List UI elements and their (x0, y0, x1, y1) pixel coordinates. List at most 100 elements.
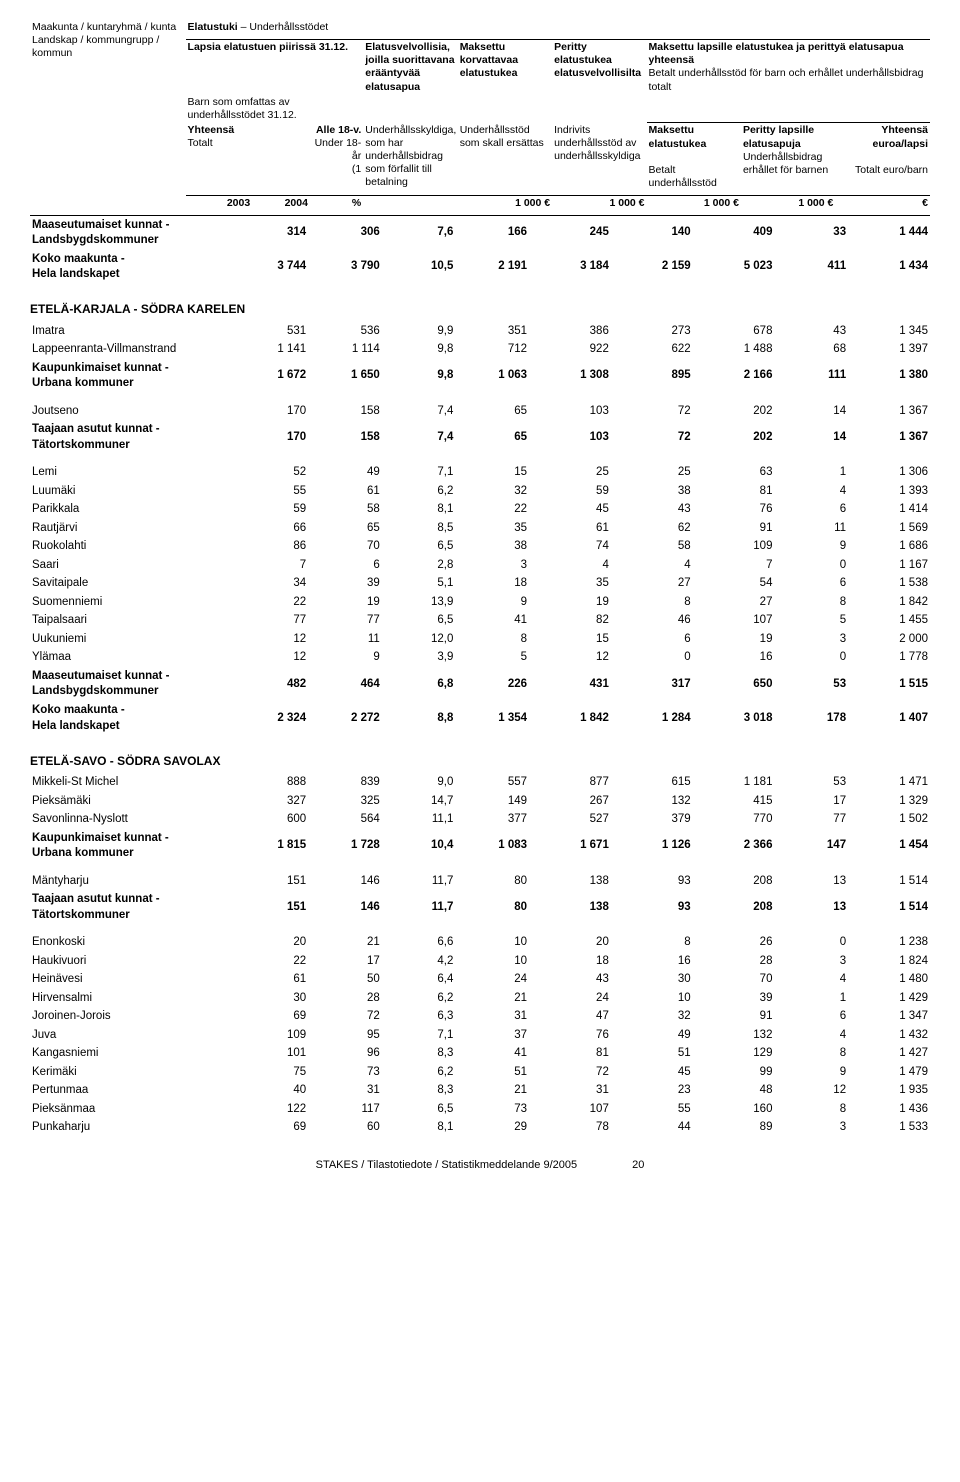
cell-value: 1 329 (848, 792, 930, 811)
cell-value: 2 000 (848, 630, 930, 649)
cell-value: 151 (235, 891, 309, 925)
cell-value: 39 (308, 575, 382, 594)
cell-value: 7,4 (382, 421, 456, 455)
cell-value: 29 (455, 1119, 529, 1138)
cell-value: 5 (774, 612, 848, 631)
cell-value: 20 (529, 934, 611, 953)
col8-header: Peritty lapsille elatusapuja Underhållsb… (741, 123, 835, 191)
cell-value: 25 (611, 464, 693, 483)
cell-value: 1 488 (693, 341, 775, 360)
table-row: Parikkala59588,12245437661 414 (30, 501, 930, 520)
cell-value: 26 (693, 934, 775, 953)
cell-value: 1 427 (848, 1045, 930, 1064)
row-label: Taajaan asutut kunnat -Tätortskommuner (30, 421, 235, 455)
row-label: Joroinen-Jorois (30, 1008, 235, 1027)
col6-sv: Indrivits underhållsstöd av underhållssk… (552, 123, 646, 191)
table-row: Hirvensalmi30286,22124103911 429 (30, 989, 930, 1008)
cell-value: 28 (693, 952, 775, 971)
table-row: Imatra5315369,9351386273678431 345 (30, 322, 930, 341)
cell-value: 70 (693, 971, 775, 990)
cell-value: 20 (235, 934, 309, 953)
cell-value: 27 (611, 575, 693, 594)
cell-value: 45 (611, 1063, 693, 1082)
table-row: Ylämaa1293,951201601 778 (30, 649, 930, 668)
cell-value: 1 842 (848, 593, 930, 612)
cell-value: 1 347 (848, 1008, 930, 1027)
footer-page-number: 20 (632, 1159, 644, 1171)
cell-value: 132 (693, 1026, 775, 1045)
cell-value: 170 (235, 421, 309, 455)
cell-value: 13,9 (382, 593, 456, 612)
cell-value: 51 (455, 1063, 529, 1082)
cell-value: 62 (611, 519, 693, 538)
cell-value: 415 (693, 792, 775, 811)
cell-value: 4 (774, 1026, 848, 1045)
cell-value: 151 (235, 872, 309, 891)
col2-top-sv: Barn som omfattas av underhållsstödet 31… (186, 95, 364, 123)
cell-value: 49 (308, 464, 382, 483)
cell-value: 19 (693, 630, 775, 649)
cell-value: 12 (774, 1082, 848, 1101)
table-row: Savitaipale34395,11835275461 538 (30, 575, 930, 594)
cell-value: 1 429 (848, 989, 930, 1008)
cell-value: 5,1 (382, 575, 456, 594)
unit-5: € (835, 196, 930, 212)
cell-value: 107 (693, 612, 775, 631)
cell-value: 147 (774, 829, 848, 863)
cell-value: 678 (693, 322, 775, 341)
col3-header: Alle 18-v. Under 18-år (1 (310, 123, 363, 191)
cell-value: 411 (774, 250, 848, 284)
cell-value: 38 (455, 538, 529, 557)
cell-value: 49 (611, 1026, 693, 1045)
cell-value: 166 (455, 216, 529, 250)
top-title: Elatustuki – Underhållsstödet (186, 20, 930, 35)
cell-value: 63 (693, 464, 775, 483)
table-row: Joutseno1701587,46510372202141 367 (30, 402, 930, 421)
header-rule-2 (647, 95, 930, 123)
cell-value: 4 (774, 482, 848, 501)
table-row: Maaseutumaiset kunnat -Landsbygdskommune… (30, 667, 930, 701)
cell-value: 2,8 (382, 556, 456, 575)
cell-value: 4 (529, 556, 611, 575)
cell-value: 50 (308, 971, 382, 990)
cell-value: 3 (774, 630, 848, 649)
cell-value: 6,2 (382, 482, 456, 501)
table-row: Joroinen-Jorois69726,33147329161 347 (30, 1008, 930, 1027)
row-label: Enonkoski (30, 934, 235, 953)
col1-header: Maakunta / kuntaryhmä / kunta Landskap /… (30, 20, 186, 196)
cell-value: 15 (455, 464, 529, 483)
cell-value: 3 790 (308, 250, 382, 284)
cell-value: 1 728 (308, 829, 382, 863)
cell-value: 178 (774, 702, 848, 736)
cell-value: 3 184 (529, 250, 611, 284)
cell-value: 73 (455, 1100, 529, 1119)
table-row: Kerimäki75736,25172459991 479 (30, 1063, 930, 1082)
cell-value: 140 (611, 216, 693, 250)
cell-value: 2 366 (693, 829, 775, 863)
cell-value: 6,2 (382, 989, 456, 1008)
cell-value: 1 935 (848, 1082, 930, 1101)
table-row: Kangasniemi101968,341815112981 427 (30, 1045, 930, 1064)
cell-value: 1 063 (455, 359, 529, 393)
cell-value: 69 (235, 1119, 309, 1138)
cell-value: 54 (693, 575, 775, 594)
section-title: ETELÄ-SAVO - SÖDRA SAVOLAX (30, 754, 930, 768)
cell-value: 622 (611, 341, 693, 360)
cell-value: 1 479 (848, 1063, 930, 1082)
table-row: Koko maakunta -Hela landskapet3 7443 790… (30, 250, 930, 284)
cell-value: 1 393 (848, 482, 930, 501)
cell-value: 650 (693, 667, 775, 701)
cell-value: 22 (455, 501, 529, 520)
cell-value: 8 (774, 1100, 848, 1119)
section-table: Mikkeli-St Michel8888399,05578776151 181… (30, 774, 930, 1138)
cell-value: 536 (308, 322, 382, 341)
row-label: Punkaharju (30, 1119, 235, 1138)
cell-value: 74 (529, 538, 611, 557)
cell-value: 6,2 (382, 1063, 456, 1082)
cell-value: 19 (308, 593, 382, 612)
cell-value: 1 397 (848, 341, 930, 360)
cell-value: 9 (308, 649, 382, 668)
table-row: Pertunmaa40318,321312348121 935 (30, 1082, 930, 1101)
cell-value: 770 (693, 811, 775, 830)
cell-value: 91 (693, 1008, 775, 1027)
